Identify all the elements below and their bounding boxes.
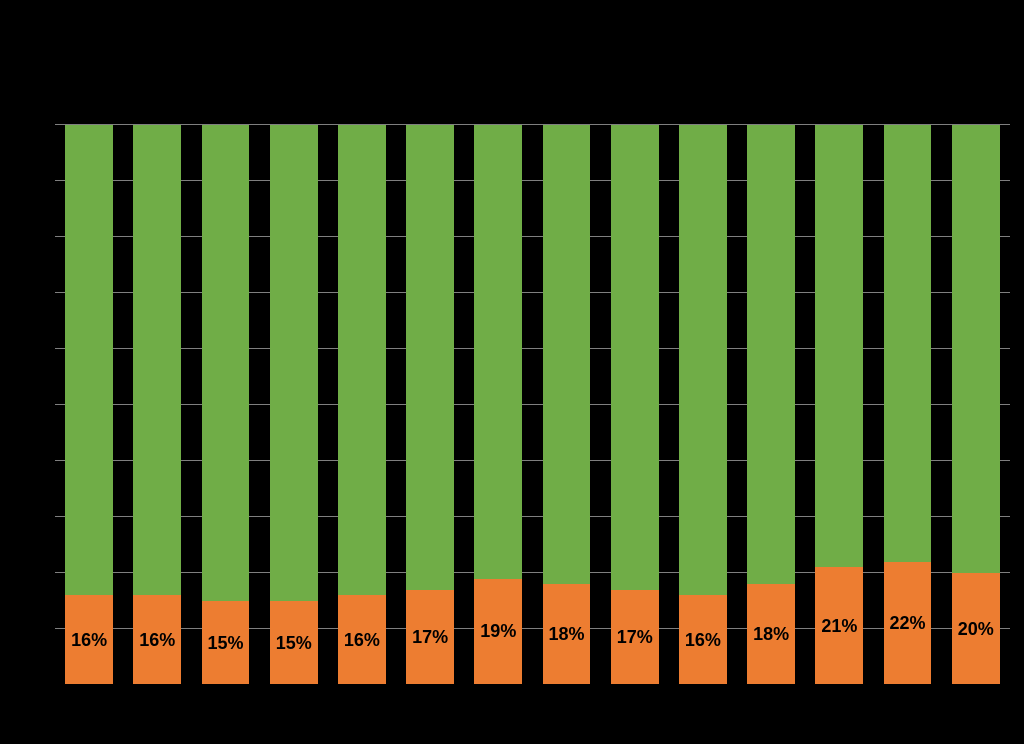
x-tick [601, 685, 602, 691]
x-tick [533, 685, 534, 691]
bar-segment-upper [474, 125, 522, 579]
bar-slot: 16% [123, 125, 191, 685]
bar-segment-lower: 16% [133, 595, 181, 685]
stacked-bar: 17% [406, 125, 454, 685]
bar-segment-lower-label: 15% [276, 633, 312, 654]
bar-slot: 22% [873, 125, 941, 685]
x-tick [328, 685, 329, 691]
bar-segment-lower-label: 16% [685, 630, 721, 651]
bar-segment-lower-label: 22% [890, 613, 926, 634]
bar-segment-lower: 15% [270, 601, 318, 685]
stacked-bar: 18% [747, 125, 795, 685]
stacked-bar: 16% [338, 125, 386, 685]
stacked-bar: 21% [815, 125, 863, 685]
bar-segment-upper [952, 125, 1000, 573]
bar-segment-lower-label: 18% [549, 624, 585, 645]
bar-segment-lower-label: 21% [821, 616, 857, 637]
bar-segment-upper [133, 125, 181, 595]
x-tick [123, 685, 124, 691]
bar-segment-lower-label: 20% [958, 619, 994, 640]
bar-segment-lower-label: 19% [480, 621, 516, 642]
stacked-bar: 15% [270, 125, 318, 685]
bar-segment-lower: 15% [202, 601, 250, 685]
x-tick [737, 685, 738, 691]
bars-group: 16% 16% 15% 15% 16% 17% 19% 18% 17% 16% 18% 21% 22% 2… [55, 125, 1010, 685]
bar-segment-upper [815, 125, 863, 567]
bar-segment-upper [406, 125, 454, 590]
stacked-bar: 18% [543, 125, 591, 685]
stacked-bar: 16% [133, 125, 181, 685]
bar-segment-upper [65, 125, 113, 595]
bar-segment-lower: 21% [815, 567, 863, 685]
stacked-bar: 20% [952, 125, 1000, 685]
x-tick [669, 685, 670, 691]
stacked-bar: 16% [65, 125, 113, 685]
bar-segment-upper [611, 125, 659, 590]
bar-segment-lower-label: 16% [344, 630, 380, 651]
x-tick [55, 685, 56, 691]
x-tick [464, 685, 465, 691]
stacked-bar: 19% [474, 125, 522, 685]
x-tick [396, 685, 397, 691]
bar-segment-lower: 19% [474, 579, 522, 685]
bar-segment-lower: 16% [65, 595, 113, 685]
bar-segment-lower: 18% [543, 584, 591, 685]
bar-segment-lower: 16% [679, 595, 727, 685]
bar-segment-lower-label: 16% [71, 630, 107, 651]
bar-slot: 17% [601, 125, 669, 685]
bar-segment-lower: 17% [406, 590, 454, 685]
bar-slot: 21% [805, 125, 873, 685]
plot-area: 16% 16% 15% 15% 16% 17% 19% 18% 17% 16% 18% 21% 22% 2… [55, 125, 1010, 685]
bar-slot: 17% [396, 125, 464, 685]
bar-segment-lower: 22% [884, 562, 932, 685]
bar-segment-upper [270, 125, 318, 601]
x-tick [191, 685, 192, 691]
bar-segment-lower: 17% [611, 590, 659, 685]
bar-slot: 16% [669, 125, 737, 685]
bar-segment-lower-label: 17% [412, 627, 448, 648]
x-tick [874, 685, 875, 691]
bar-segment-upper [202, 125, 250, 601]
bar-slot: 15% [191, 125, 259, 685]
chart-container: 16% 16% 15% 15% 16% 17% 19% 18% 17% 16% 18% 21% 22% 2… [0, 0, 1024, 744]
x-tick [805, 685, 806, 691]
bar-segment-lower: 18% [747, 584, 795, 685]
bar-slot: 19% [464, 125, 532, 685]
stacked-bar: 22% [884, 125, 932, 685]
bar-slot: 18% [737, 125, 805, 685]
bar-slot: 18% [532, 125, 600, 685]
bar-segment-lower: 16% [338, 595, 386, 685]
bar-segment-upper [747, 125, 795, 584]
bar-segment-upper [679, 125, 727, 595]
bar-slot: 20% [942, 125, 1010, 685]
bar-slot: 15% [260, 125, 328, 685]
stacked-bar: 17% [611, 125, 659, 685]
bar-segment-upper [338, 125, 386, 595]
stacked-bar: 15% [202, 125, 250, 685]
bar-segment-lower: 20% [952, 573, 1000, 685]
bar-segment-lower-label: 16% [139, 630, 175, 651]
stacked-bar: 16% [679, 125, 727, 685]
x-tick [1010, 685, 1011, 691]
bar-segment-upper [884, 125, 932, 562]
bar-segment-lower-label: 15% [207, 633, 243, 654]
bar-slot: 16% [328, 125, 396, 685]
bar-slot: 16% [55, 125, 123, 685]
bar-segment-lower-label: 18% [753, 624, 789, 645]
x-tick [942, 685, 943, 691]
bar-segment-lower-label: 17% [617, 627, 653, 648]
x-tick [260, 685, 261, 691]
bar-segment-upper [543, 125, 591, 584]
